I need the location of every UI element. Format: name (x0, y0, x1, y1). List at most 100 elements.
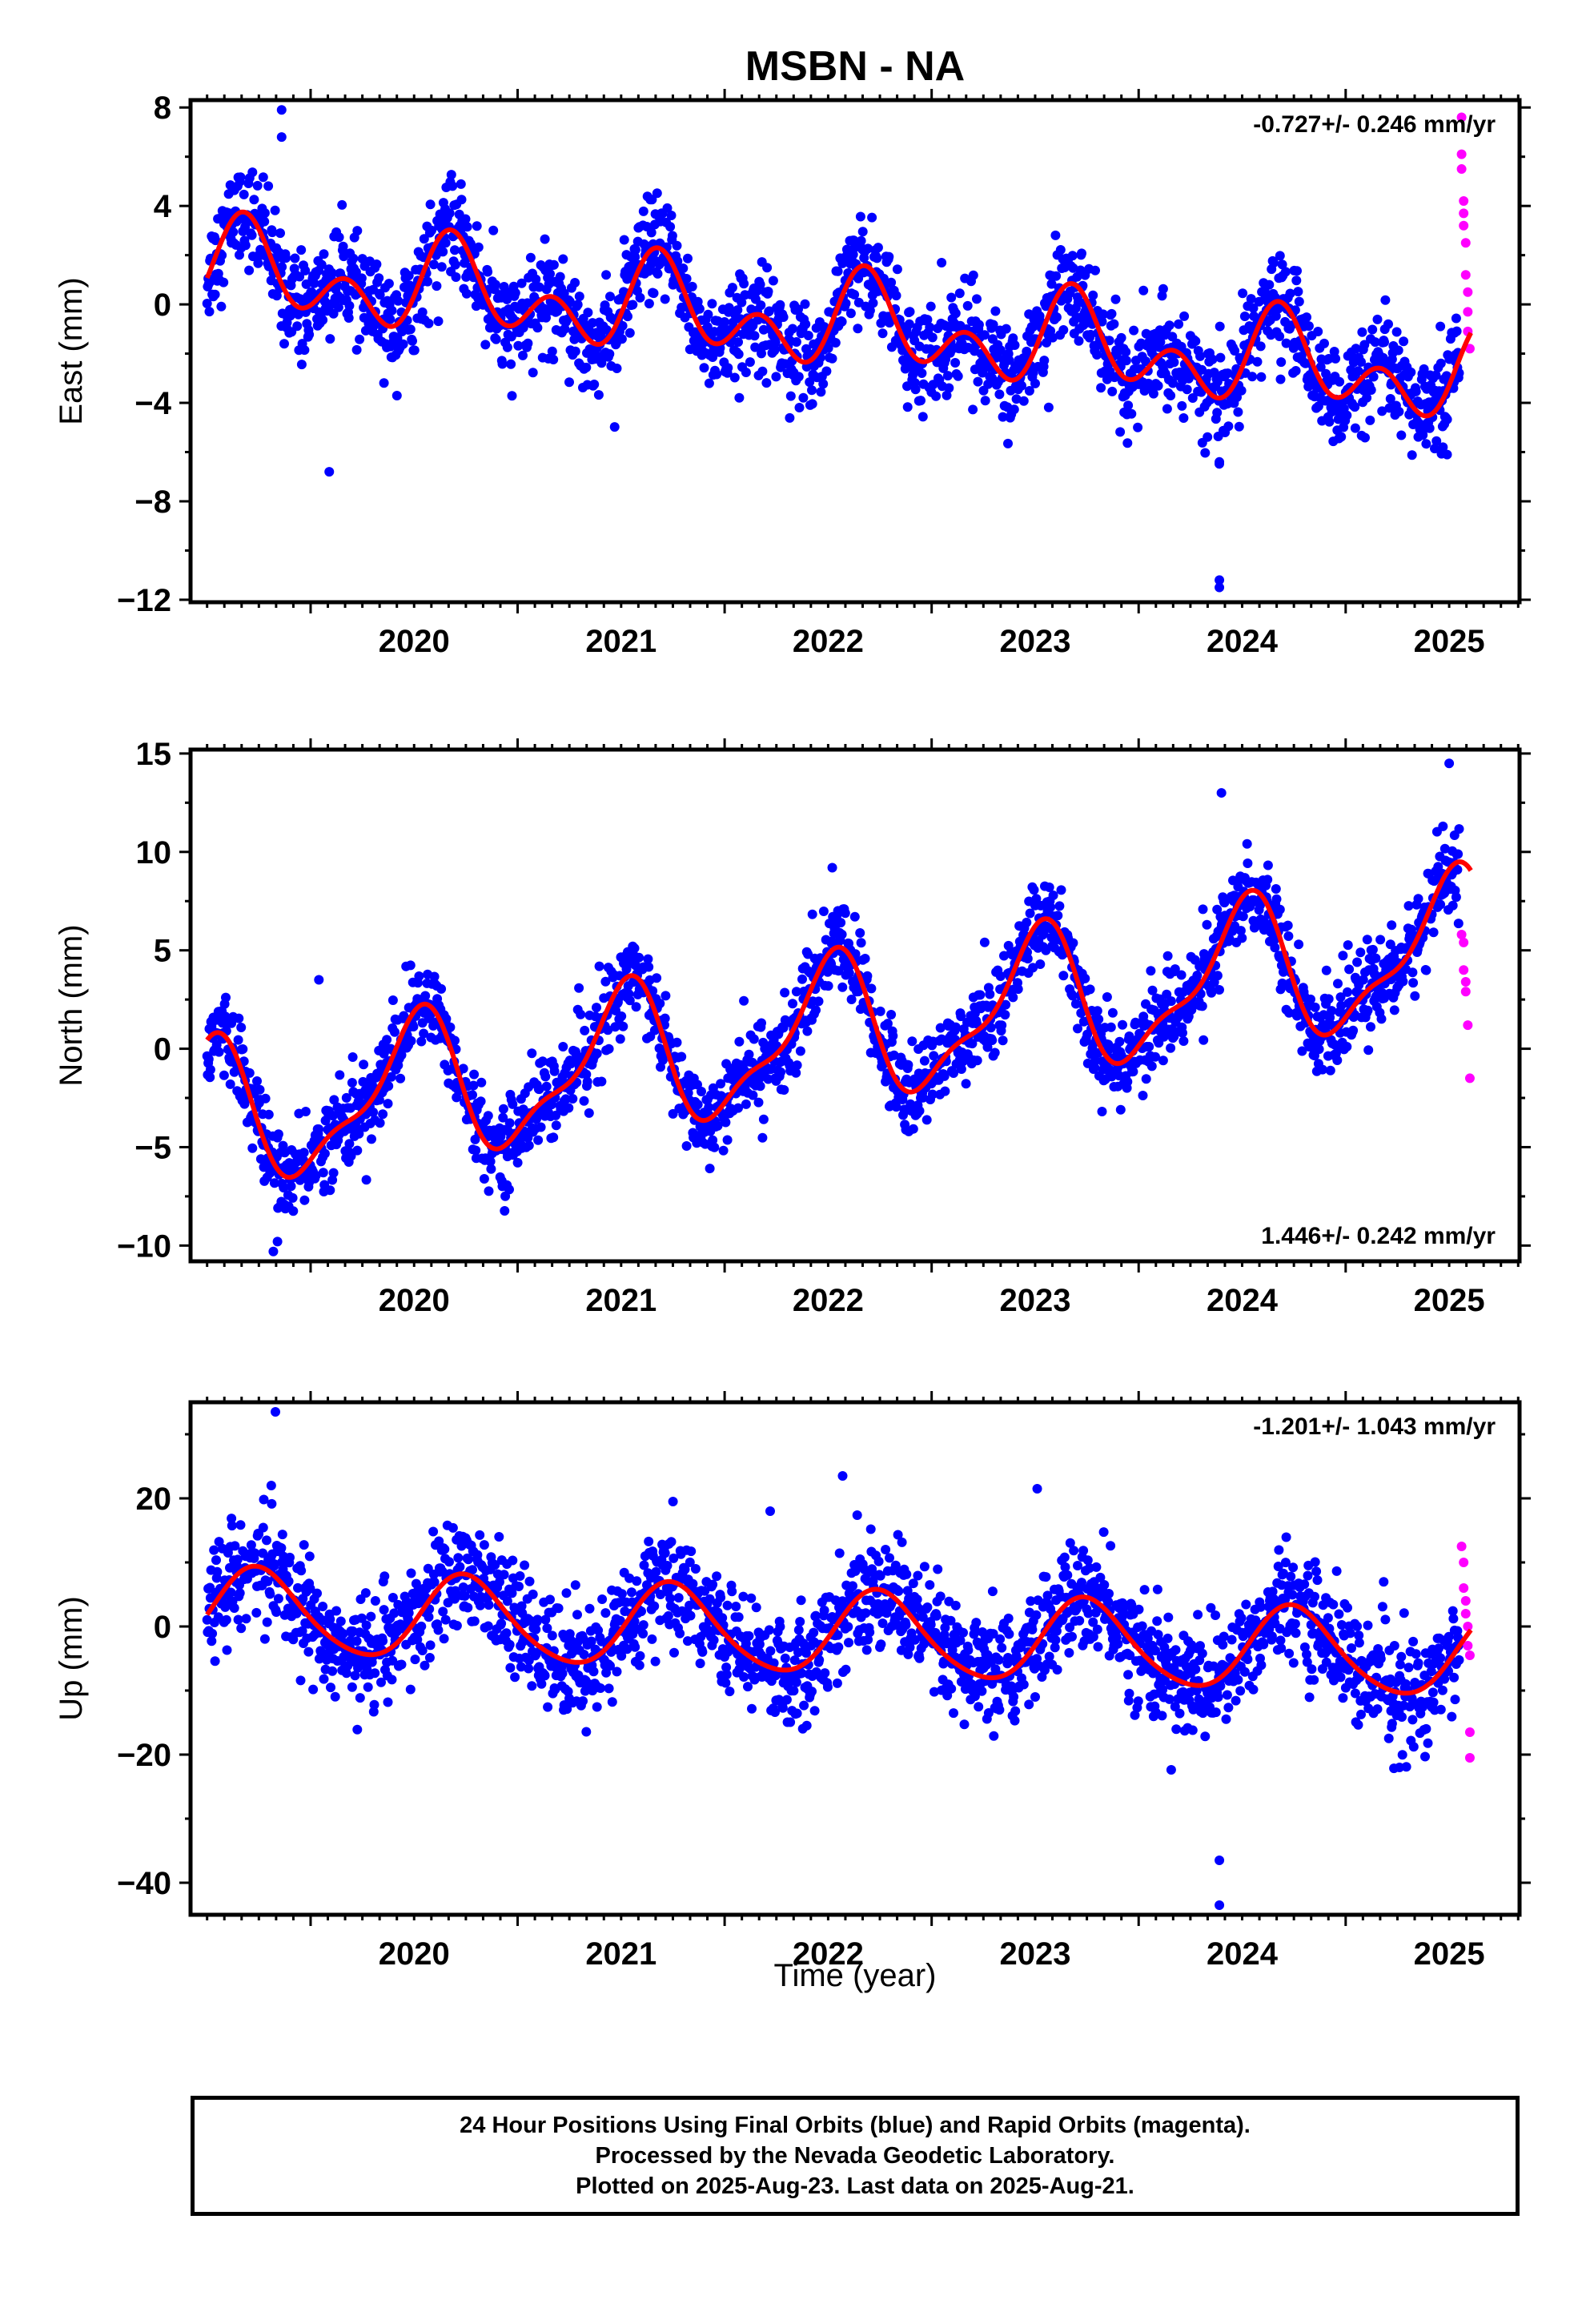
up-final-point (227, 1514, 237, 1524)
north-final-point (709, 1142, 720, 1152)
north-final-point (436, 983, 447, 994)
east-final-point (757, 366, 768, 376)
up-final-point (305, 1583, 315, 1594)
east-final-point (1148, 388, 1158, 399)
north-final-point (468, 1090, 477, 1100)
north-final-point (1114, 1036, 1125, 1047)
east-final-point (756, 300, 766, 311)
east-model-curve (204, 209, 1473, 419)
east-final-point (601, 270, 612, 280)
east-final-point (635, 292, 645, 303)
north-final-point (329, 1095, 339, 1105)
x-tick-label: 2025 (1414, 1283, 1485, 1318)
east-final-point (398, 339, 408, 349)
east-final-point (757, 348, 766, 359)
north-final-point (512, 1157, 523, 1168)
north-final-point (677, 1051, 687, 1062)
east-final-point (1106, 308, 1117, 319)
north-final-point (219, 1070, 229, 1080)
north-final-point (780, 987, 790, 998)
east-final-point (950, 358, 961, 368)
up-final-point (283, 1576, 294, 1586)
east-final-point (733, 305, 743, 316)
north-final-point (1141, 1074, 1151, 1084)
east-frame (188, 98, 1522, 605)
up-final-point (439, 1634, 449, 1644)
north-final-point (1389, 1005, 1399, 1015)
up-final-point (207, 1636, 217, 1647)
east-final-point (886, 277, 897, 287)
north-final-point (429, 971, 440, 982)
north-final-point (917, 1092, 928, 1103)
north-final-point (1031, 894, 1042, 904)
east-final-point (803, 331, 813, 340)
north-final-point (560, 1094, 571, 1104)
east-final-point (252, 180, 263, 191)
north-final-point (540, 1072, 551, 1082)
east-final-point (570, 278, 580, 287)
east-final-point (1331, 353, 1341, 364)
east-final-point (1115, 427, 1126, 437)
north-final-point (1158, 1031, 1169, 1042)
north-final-point (600, 976, 611, 987)
east-final-point (391, 391, 402, 400)
north-final-point (1413, 894, 1423, 904)
east-final-point (972, 294, 982, 304)
north-final-point (1115, 1104, 1126, 1115)
north-final-point (1263, 875, 1273, 885)
east-final-point (681, 274, 692, 283)
east-final-point (518, 350, 528, 360)
north-final-point (1366, 1022, 1375, 1032)
north-final-point (508, 1099, 518, 1109)
north-final-point (468, 1080, 479, 1091)
east-final-point (1215, 352, 1226, 363)
east-final-point (807, 399, 817, 409)
east-final-point (1018, 396, 1029, 406)
north-final-point (1035, 959, 1046, 969)
east-final-point (623, 312, 632, 322)
north-final-point (1238, 911, 1248, 922)
north-final-point (1358, 975, 1368, 985)
east-final-point (1379, 337, 1389, 348)
east-rapid-point (1460, 270, 1471, 280)
north-final-point (1053, 911, 1063, 921)
east-final-point (279, 339, 289, 349)
east-final-point (292, 321, 303, 332)
up-final-point (226, 1587, 236, 1598)
east-final-point (473, 242, 484, 252)
north-final-point (956, 1011, 966, 1022)
north-rapid-point (1456, 930, 1467, 940)
east-final-point (884, 251, 894, 262)
east-final-point (491, 279, 500, 290)
north-final-point (1166, 996, 1176, 1007)
east-final-point (678, 263, 689, 273)
x-tick-label: 2021 (585, 624, 656, 659)
north-final-point (205, 1064, 215, 1075)
north-final-point (1343, 940, 1353, 951)
north-final-point (584, 1108, 594, 1118)
north-final-point (1008, 992, 1018, 1003)
north-final-point (624, 995, 635, 1006)
north-final-point (272, 1236, 283, 1247)
east-final-point (1110, 294, 1121, 304)
east-final-point (333, 302, 343, 312)
east-final-point (1043, 402, 1054, 412)
east-final-point (931, 391, 942, 401)
east-final-point (785, 391, 796, 401)
east-final-point (1164, 320, 1174, 331)
east-final-point (998, 412, 1008, 422)
up-final-point (265, 1589, 275, 1599)
east-rapid-point (1459, 196, 1469, 207)
east-final-point (891, 291, 901, 301)
north-final-point (985, 989, 995, 999)
east-final-point (1315, 362, 1326, 372)
east-final-point (962, 300, 973, 311)
north-final-point (382, 1035, 392, 1045)
north-final-point (1068, 938, 1078, 948)
east-final-point (277, 262, 287, 272)
north-final-point (485, 1156, 496, 1167)
north-final-point (1106, 1072, 1117, 1082)
north-final-point (903, 1059, 913, 1070)
east-final-point (630, 244, 640, 255)
east-final-point (216, 301, 227, 312)
